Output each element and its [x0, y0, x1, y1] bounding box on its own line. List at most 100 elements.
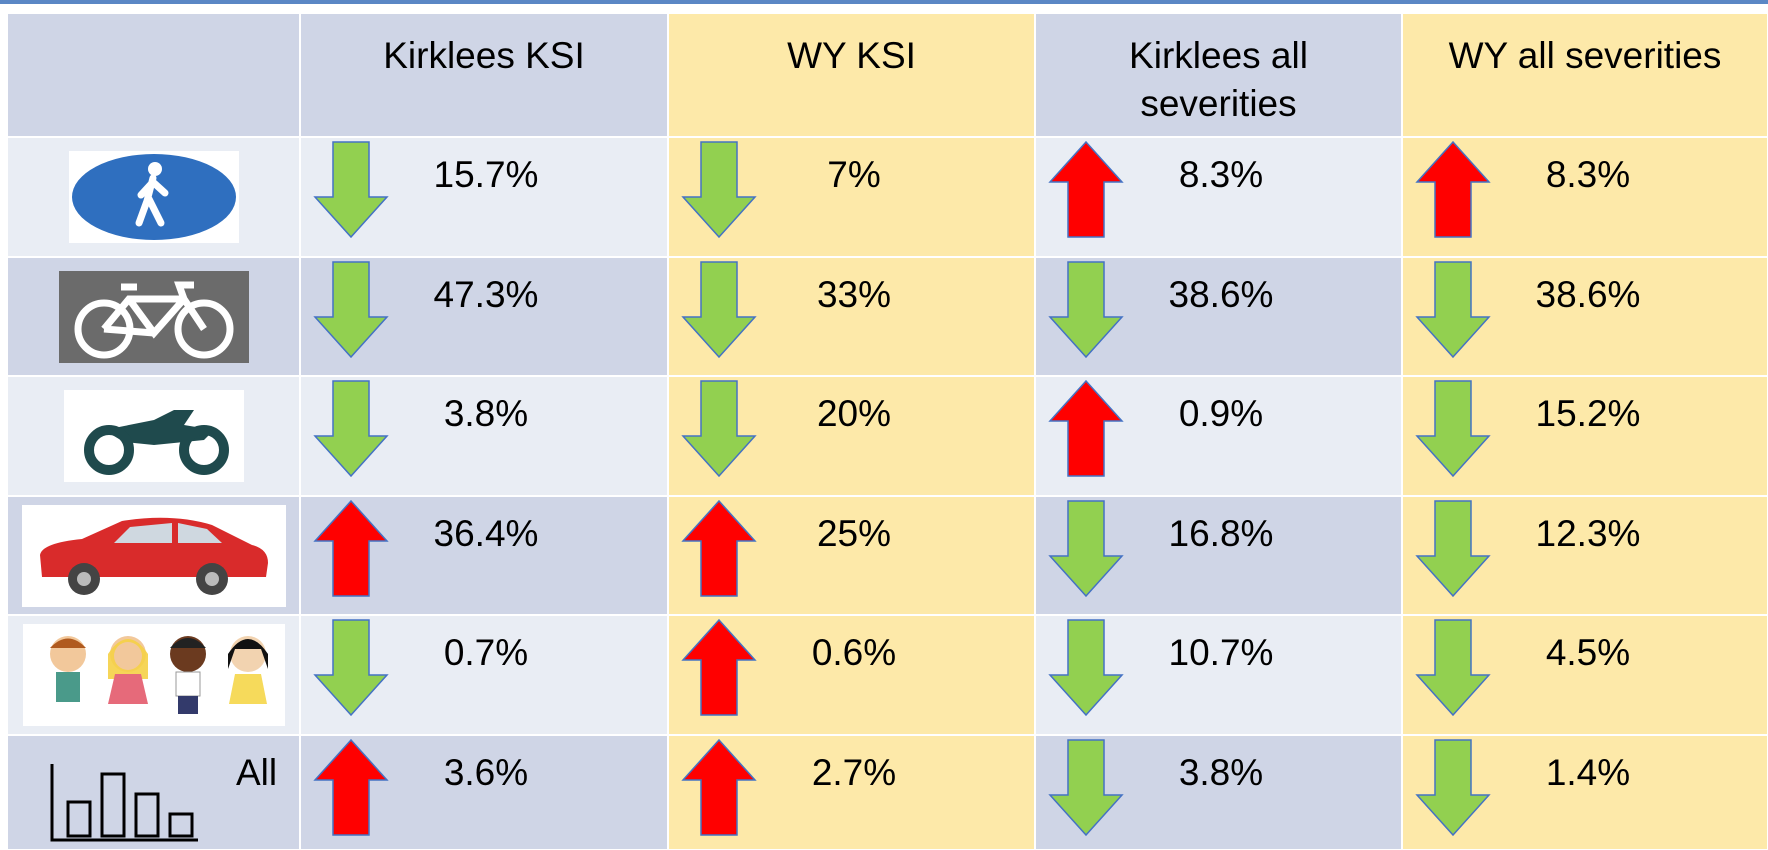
arrow-shape — [1050, 381, 1122, 476]
trend-arrow — [1050, 501, 1122, 596]
row-label-cell — [7, 496, 300, 615]
trend-arrow — [315, 142, 387, 237]
row-icon — [8, 377, 299, 495]
trend-arrow — [1417, 501, 1489, 596]
trend-arrow — [315, 620, 387, 715]
arrow-shape — [683, 381, 755, 476]
percent-change: 47.3% — [386, 274, 586, 316]
trend-arrow — [315, 381, 387, 476]
arrow-shape — [1050, 142, 1122, 237]
arrow-shape — [1417, 381, 1489, 476]
arrow-shape — [1050, 740, 1122, 835]
data-cell: 0.9% — [1035, 376, 1402, 496]
row-label-cell — [7, 615, 300, 735]
arrow-shape — [1417, 740, 1489, 835]
trend-arrow — [315, 740, 387, 835]
trend-arrow — [683, 381, 755, 476]
data-cell: 15.7% — [300, 137, 668, 257]
percent-change: 38.6% — [1121, 274, 1321, 316]
trend-arrow — [1417, 620, 1489, 715]
column-header: WY all severities — [1402, 13, 1768, 137]
row-label-cell: All — [7, 735, 300, 850]
trend-arrow — [1050, 740, 1122, 835]
comparison-table: Kirklees KSIWY KSIKirklees all severitie… — [0, 0, 1768, 846]
percent-change: 1.4% — [1488, 752, 1688, 794]
header-cell — [7, 13, 300, 137]
data-cell: 3.8% — [1035, 735, 1402, 850]
row-label-cell — [7, 137, 300, 257]
arrow-shape — [683, 142, 755, 237]
data-cell: 4.5% — [1402, 615, 1768, 735]
data-cell: 16.8% — [1035, 496, 1402, 615]
arrow-shape — [1417, 501, 1489, 596]
data-cell: 0.6% — [668, 615, 1035, 735]
column-header: WY KSI — [668, 13, 1035, 137]
arrow-shape — [315, 501, 387, 596]
row-icon — [8, 616, 299, 734]
arrow-shape — [1417, 620, 1489, 715]
data-cell: 2.7% — [668, 735, 1035, 850]
percent-change: 8.3% — [1121, 154, 1321, 196]
arrow-shape — [315, 142, 387, 237]
trend-arrow — [683, 262, 755, 357]
data-cell: 38.6% — [1402, 257, 1768, 376]
column-header: Kirklees all severities — [1035, 13, 1402, 137]
trend-arrow — [683, 620, 755, 715]
trend-arrow — [315, 501, 387, 596]
data-cell: 15.2% — [1402, 376, 1768, 496]
arrow-shape — [315, 740, 387, 835]
row-icon — [8, 497, 299, 614]
data-cell: 3.6% — [300, 735, 668, 850]
percent-change: 4.5% — [1488, 632, 1688, 674]
data-cell: 10.7% — [1035, 615, 1402, 735]
percent-change: 3.8% — [386, 393, 586, 435]
trend-arrow — [1050, 262, 1122, 357]
percent-change: 36.4% — [386, 513, 586, 555]
row-icon — [8, 138, 299, 256]
trend-arrow — [1050, 620, 1122, 715]
arrow-shape — [1417, 262, 1489, 357]
percent-change: 25% — [754, 513, 954, 555]
trend-arrow — [683, 501, 755, 596]
arrow-shape — [1050, 620, 1122, 715]
data-cell: 8.3% — [1035, 137, 1402, 257]
data-cell: 36.4% — [300, 496, 668, 615]
percent-change: 8.3% — [1488, 154, 1688, 196]
data-cell: 8.3% — [1402, 137, 1768, 257]
percent-change: 0.9% — [1121, 393, 1321, 435]
arrow-shape — [315, 381, 387, 476]
row-label-cell — [7, 376, 300, 496]
data-cell: 7% — [668, 137, 1035, 257]
trend-arrow — [315, 262, 387, 357]
data-cell: 0.7% — [300, 615, 668, 735]
percent-change: 10.7% — [1121, 632, 1321, 674]
arrow-shape — [683, 262, 755, 357]
percent-change: 0.6% — [754, 632, 954, 674]
trend-arrow — [683, 142, 755, 237]
percent-change: 0.7% — [386, 632, 586, 674]
percent-change: 20% — [754, 393, 954, 435]
trend-arrow — [1050, 381, 1122, 476]
arrow-shape — [683, 501, 755, 596]
data-cell: 33% — [668, 257, 1035, 376]
percent-change: 33% — [754, 274, 954, 316]
arrow-shape — [315, 620, 387, 715]
percent-change: 2.7% — [754, 752, 954, 794]
data-cell: 1.4% — [1402, 735, 1768, 850]
row-label-cell — [7, 257, 300, 376]
trend-arrow — [1417, 740, 1489, 835]
arrow-shape — [683, 740, 755, 835]
row-label: All — [236, 752, 277, 794]
percent-change: 15.7% — [386, 154, 586, 196]
arrow-shape — [683, 620, 755, 715]
arrow-shape — [1050, 262, 1122, 357]
data-cell: 25% — [668, 496, 1035, 615]
arrow-shape — [315, 262, 387, 357]
percent-change: 12.3% — [1488, 513, 1688, 555]
trend-arrow — [1417, 262, 1489, 357]
data-cell: 3.8% — [300, 376, 668, 496]
arrow-shape — [1417, 142, 1489, 237]
data-cell: 47.3% — [300, 257, 668, 376]
trend-arrow — [1050, 142, 1122, 237]
arrow-shape — [1050, 501, 1122, 596]
